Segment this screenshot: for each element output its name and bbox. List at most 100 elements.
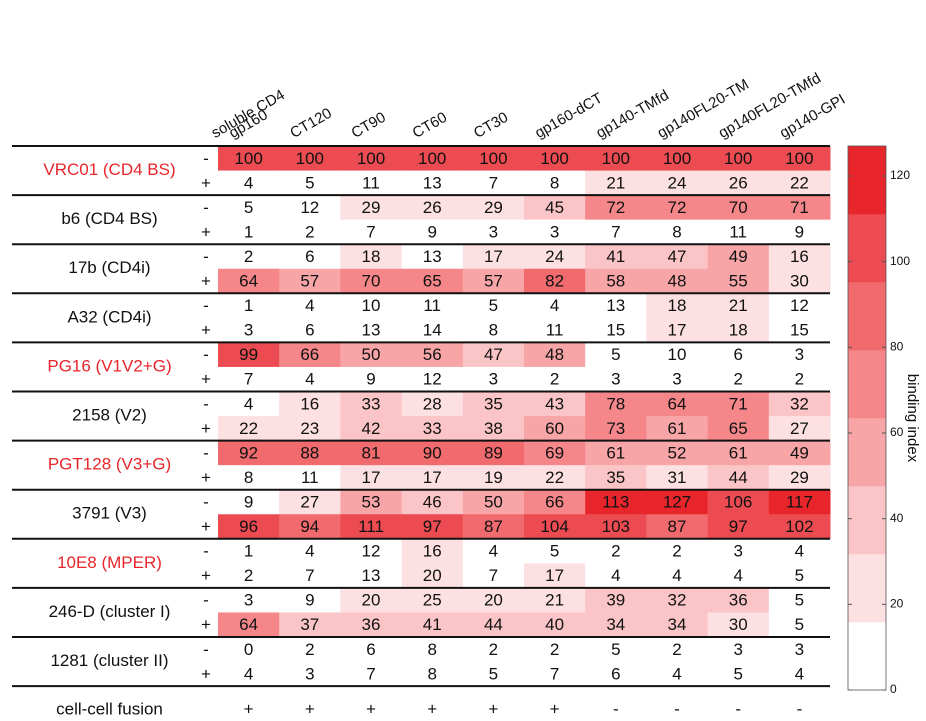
cell-value: 39 — [606, 591, 625, 610]
cell-value: 9 — [795, 222, 804, 241]
cell-value: 61 — [606, 443, 625, 462]
heat-cell — [279, 637, 341, 663]
cell-value: 18 — [668, 296, 687, 315]
heat-cell — [401, 317, 464, 343]
heat-cell — [340, 416, 403, 442]
heat-cell — [462, 440, 525, 466]
heat-cell — [401, 366, 464, 392]
heat-cell — [524, 612, 586, 638]
heat-cell — [279, 465, 341, 491]
heat-cell — [585, 170, 647, 196]
cell-value: 26 — [729, 173, 748, 192]
cell-value: 3 — [489, 370, 498, 389]
heat-cell — [646, 416, 709, 442]
sign-label: - — [203, 492, 209, 511]
sign-label: + — [201, 173, 211, 192]
cell-value: 32 — [668, 591, 687, 610]
heat-cell — [340, 170, 403, 196]
heat-cell — [218, 317, 280, 343]
cell-value: 8 — [550, 173, 559, 192]
heat-cell — [401, 268, 464, 294]
fusion-value: + — [305, 700, 315, 719]
heat-cell — [707, 563, 770, 589]
heat-cell — [524, 244, 586, 270]
heat-cell — [646, 342, 709, 368]
cell-value: 10 — [362, 296, 381, 315]
heat-cell — [707, 465, 770, 491]
footer-name: cell-cell fusion — [56, 700, 163, 719]
heat-cell — [768, 293, 831, 319]
heat-cell — [279, 268, 341, 294]
heat-cell — [768, 317, 831, 343]
heat-cell — [768, 170, 831, 196]
cell-value: 11 — [546, 321, 564, 340]
cell-value: 70 — [729, 198, 748, 217]
heat-cell — [585, 146, 647, 172]
fusion-value: + — [244, 700, 254, 719]
heat-cell — [279, 440, 341, 466]
heat-cell — [707, 268, 770, 294]
heat-cell — [340, 317, 403, 343]
heat-cell — [279, 612, 341, 638]
cell-value: 7 — [366, 664, 375, 683]
cell-value: 5 — [795, 591, 804, 610]
colorbar-tick-label: 120 — [890, 168, 910, 182]
fusion-value: - — [674, 700, 680, 719]
cell-value: 19 — [484, 468, 503, 487]
cell-value: 4 — [305, 370, 314, 389]
cell-value: 72 — [606, 198, 625, 217]
cell-value: 70 — [362, 272, 381, 291]
cell-value: 6 — [305, 321, 314, 340]
cell-value: 3 — [733, 542, 742, 561]
cell-value: 100 — [540, 149, 568, 168]
cell-value: 7 — [489, 566, 498, 585]
heat-cell — [585, 317, 647, 343]
heat-cell — [524, 342, 586, 368]
heat-cell — [524, 440, 586, 466]
cell-value: 37 — [300, 615, 319, 634]
heat-cell — [279, 146, 341, 172]
sign-label: + — [201, 517, 211, 536]
heat-cell — [768, 538, 831, 564]
cell-value: 66 — [545, 492, 564, 511]
heat-cell — [646, 587, 709, 613]
cell-value: 48 — [668, 272, 687, 291]
fusion-value: + — [366, 700, 376, 719]
heat-cell — [279, 317, 341, 343]
heat-cell — [524, 514, 586, 540]
cell-value: 104 — [540, 517, 568, 536]
heat-cell — [585, 244, 647, 270]
heat-cell — [585, 563, 647, 589]
cell-value: 60 — [545, 419, 564, 438]
cell-value: 90 — [423, 443, 442, 462]
cell-value: 16 — [423, 542, 442, 561]
cell-value: 8 — [427, 640, 436, 659]
cell-value: 5 — [489, 664, 498, 683]
cell-value: 5 — [244, 198, 253, 217]
sign-label: - — [203, 640, 209, 659]
heat-cell — [707, 538, 770, 564]
heat-cell — [707, 317, 770, 343]
heat-cell — [646, 563, 709, 589]
heat-cell — [279, 489, 341, 515]
cell-value: 2 — [244, 566, 253, 585]
cell-value: 47 — [668, 247, 687, 266]
cell-value: 27 — [300, 492, 319, 511]
heat-cell — [707, 440, 770, 466]
cell-value: 44 — [484, 615, 503, 634]
cell-value: 4 — [305, 296, 314, 315]
cell-value: 34 — [668, 615, 687, 634]
colorbar-tick-label: 40 — [890, 511, 904, 525]
heat-cell — [585, 514, 647, 540]
cell-value: 6 — [366, 640, 375, 659]
cell-value: 49 — [790, 443, 809, 462]
heat-cell — [218, 342, 280, 368]
cell-value: 20 — [362, 591, 381, 610]
heat-cell — [218, 612, 280, 638]
cell-value: 11 — [301, 468, 319, 487]
heat-cell — [401, 293, 464, 319]
cell-value: 7 — [244, 370, 253, 389]
heat-cell — [401, 170, 464, 196]
cell-value: 13 — [362, 321, 381, 340]
heat-cell — [707, 391, 770, 417]
